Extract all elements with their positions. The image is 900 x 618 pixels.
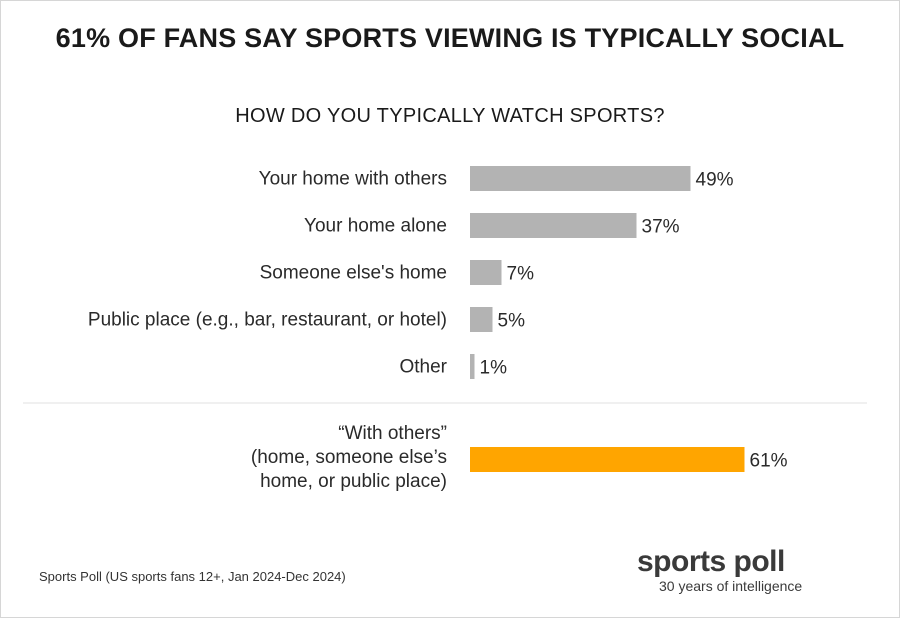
sports-poll-logo: sports poll 30 years of intelligence [637, 545, 837, 595]
bar [470, 213, 637, 238]
bar [470, 307, 493, 332]
value-label: 49% [696, 170, 734, 191]
category-label: Someone else's home [260, 263, 447, 284]
summary-label-line: home, or public place) [260, 471, 447, 492]
category-label: Your home alone [304, 216, 447, 237]
chart-subtitle: HOW DO YOU TYPICALLY WATCH SPORTS? [235, 105, 665, 127]
value-label: 7% [507, 264, 535, 285]
category-label: Public place (e.g., bar, restaurant, or … [88, 310, 447, 331]
summary-label-line: (home, someone else’s [251, 447, 447, 468]
category-label: Other [399, 357, 447, 378]
source-note: Sports Poll (US sports fans 12+, Jan 202… [39, 569, 346, 584]
value-label: 1% [480, 358, 508, 379]
value-label: 5% [498, 311, 526, 332]
category-label: Your home with others [259, 169, 447, 190]
bar [470, 260, 502, 285]
summary-label-line: “With others” [338, 423, 447, 444]
value-label: 37% [642, 217, 680, 238]
chart-title: 61% OF FANS SAY SPORTS VIEWING IS TYPICA… [55, 23, 845, 53]
bar [470, 354, 475, 379]
summary-bar [470, 447, 745, 472]
bar [470, 166, 691, 191]
summary-value-label: 61% [750, 451, 788, 472]
logo-tagline: 30 years of intelligence [659, 578, 803, 594]
logo-name: sports poll [637, 545, 785, 578]
